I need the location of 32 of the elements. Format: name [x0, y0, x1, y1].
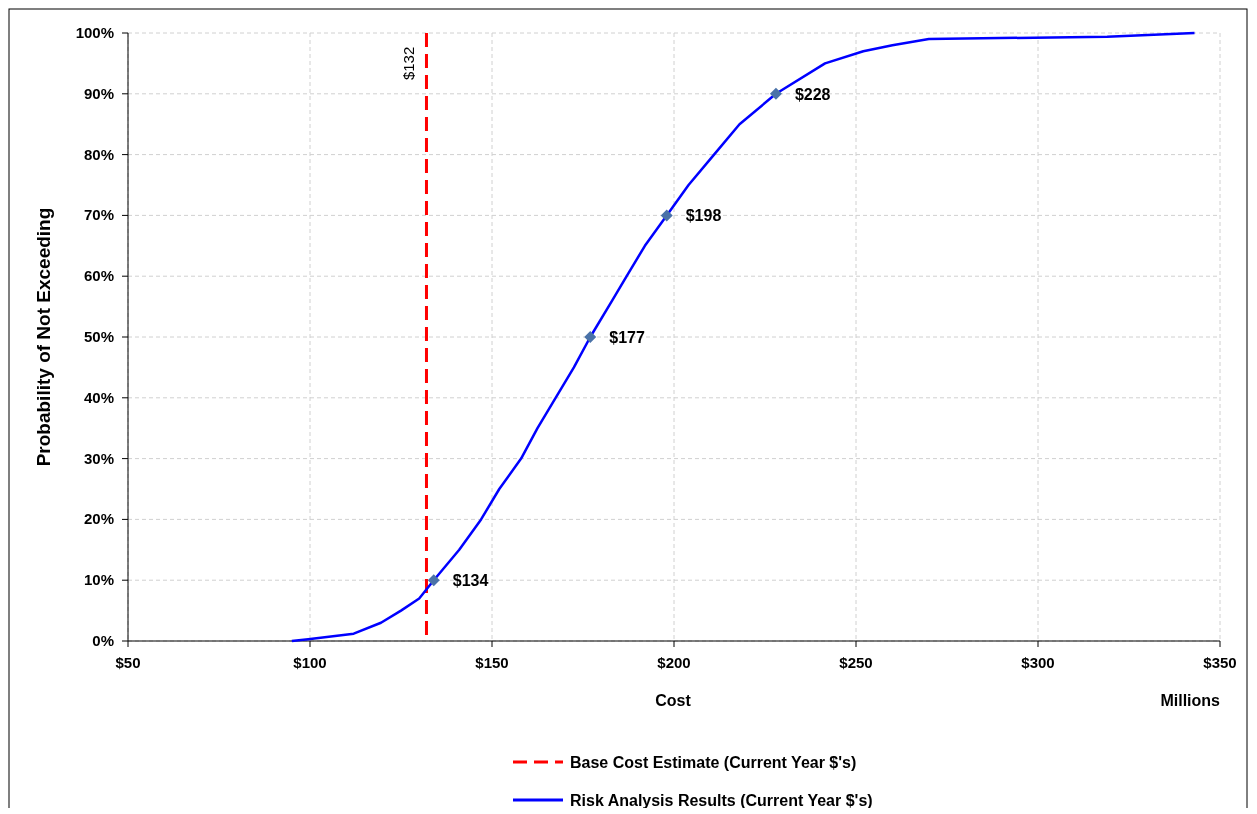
x-tick-label: $250 — [839, 654, 873, 671]
y-axis-title: Probability of Not Exceeding — [33, 207, 54, 467]
x-tick-label: $300 — [1021, 654, 1055, 671]
y-tick-label: 0% — [92, 632, 114, 649]
y-tick-label: 90% — [83, 84, 114, 102]
y-tick-label: 30% — [83, 449, 114, 467]
y-tick-label: 80% — [83, 145, 114, 163]
x-tick-label: $350 — [1203, 654, 1237, 671]
x-tick-label: $200 — [657, 654, 691, 671]
y-tick-label: 70% — [83, 206, 114, 224]
y-tick-label: 60% — [83, 267, 114, 285]
annotation: $177 — [609, 329, 645, 346]
x-tick-label: $50 — [115, 654, 141, 671]
point — [427, 574, 440, 587]
y-tick-label: 20% — [83, 510, 114, 528]
annotation: $228 — [794, 85, 831, 103]
legend-label: Base Cost Estimate (Current Year $'s) — [570, 754, 857, 771]
x-tick-label: $100 — [293, 654, 327, 671]
x-axis-title: Cost — [655, 692, 692, 709]
point — [769, 87, 782, 100]
annotation: $132 — [400, 46, 418, 81]
y-tick-label: 10% — [83, 571, 114, 589]
point — [584, 331, 597, 343]
annotation: $198 — [685, 207, 722, 225]
annotation: $134 — [452, 572, 489, 590]
line-series — [290, 31, 1196, 643]
text: Millions — [1160, 692, 1221, 709]
x-tick-label: $150 — [475, 654, 509, 671]
y-tick-label: 50% — [83, 328, 114, 345]
y-tick-label: 40% — [83, 388, 114, 406]
point — [660, 209, 673, 222]
y-tick-label: 100% — [75, 24, 114, 41]
